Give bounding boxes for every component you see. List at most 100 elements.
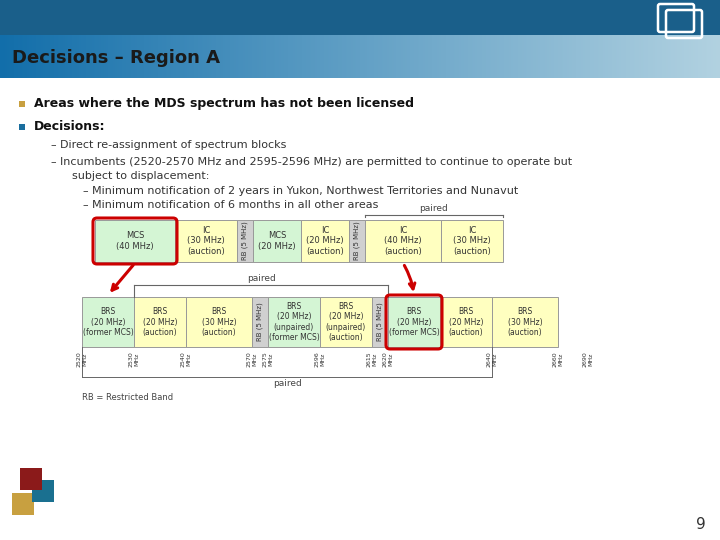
Bar <box>565 35 568 78</box>
Bar <box>388 297 440 347</box>
Bar <box>701 35 703 78</box>
Bar <box>130 35 132 78</box>
Bar <box>540 35 543 78</box>
Bar <box>452 35 454 78</box>
Bar <box>693 35 696 78</box>
Bar <box>89 35 91 78</box>
Bar <box>338 35 341 78</box>
Bar <box>371 35 374 78</box>
Bar <box>288 35 291 78</box>
Bar <box>229 35 231 78</box>
Bar <box>623 35 626 78</box>
Bar <box>83 35 86 78</box>
Text: subject to displacement:: subject to displacement: <box>72 171 210 181</box>
Bar <box>117 35 120 78</box>
Bar <box>254 35 256 78</box>
Bar <box>468 35 471 78</box>
Bar <box>284 35 287 78</box>
Bar <box>140 35 143 78</box>
Text: paired: paired <box>247 274 275 283</box>
Bar <box>204 35 206 78</box>
Bar <box>166 35 168 78</box>
Bar <box>425 35 428 78</box>
Bar <box>0 35 3 78</box>
Bar <box>58 35 60 78</box>
Bar <box>432 35 435 78</box>
Text: –: – <box>50 140 55 150</box>
Bar <box>313 35 316 78</box>
Bar <box>407 35 410 78</box>
Bar <box>702 35 705 78</box>
Bar <box>238 35 240 78</box>
Bar <box>603 35 606 78</box>
Bar <box>317 35 320 78</box>
Bar <box>690 35 692 78</box>
Bar <box>426 35 429 78</box>
Bar <box>616 35 618 78</box>
Bar <box>688 35 690 78</box>
Bar <box>82 297 134 347</box>
Bar <box>557 35 559 78</box>
Bar <box>210 35 213 78</box>
Bar <box>12 493 34 515</box>
Bar <box>479 35 482 78</box>
Bar <box>450 35 453 78</box>
Bar <box>461 35 464 78</box>
Bar <box>598 35 600 78</box>
Bar <box>202 35 204 78</box>
Bar <box>416 35 418 78</box>
Bar <box>378 35 381 78</box>
Bar <box>522 35 525 78</box>
Bar <box>63 35 66 78</box>
Bar <box>27 35 30 78</box>
Bar <box>714 35 717 78</box>
Bar <box>589 35 591 78</box>
Bar <box>716 35 719 78</box>
Bar <box>43 35 46 78</box>
Text: BRS
(30 MHz)
(auction): BRS (30 MHz) (auction) <box>508 307 542 337</box>
Bar <box>20 35 22 78</box>
Bar <box>644 35 647 78</box>
Bar <box>376 35 379 78</box>
Bar <box>301 220 349 262</box>
Bar <box>258 35 260 78</box>
Bar <box>395 35 397 78</box>
Bar <box>558 35 561 78</box>
Bar <box>359 35 361 78</box>
Bar <box>397 35 400 78</box>
Bar <box>142 35 145 78</box>
Bar <box>261 35 264 78</box>
Text: –: – <box>82 200 88 210</box>
Bar <box>329 35 332 78</box>
Bar <box>455 35 458 78</box>
Bar <box>86 35 89 78</box>
Bar <box>230 35 233 78</box>
Text: BRS
(20 MHz)
(former MCS): BRS (20 MHz) (former MCS) <box>389 307 439 337</box>
Bar <box>121 35 123 78</box>
Bar <box>22 35 24 78</box>
Bar <box>53 35 55 78</box>
Bar <box>440 297 492 347</box>
Bar <box>389 35 392 78</box>
Bar <box>265 35 267 78</box>
Bar <box>294 35 296 78</box>
Bar <box>193 35 195 78</box>
Bar <box>259 35 262 78</box>
Text: 2570
MHz: 2570 MHz <box>246 351 258 367</box>
Bar <box>459 35 462 78</box>
Bar <box>32 480 54 502</box>
Bar <box>544 35 546 78</box>
Text: BRS
(20 MHz)
(auction): BRS (20 MHz) (auction) <box>143 307 177 337</box>
Bar <box>333 35 336 78</box>
Bar <box>488 35 490 78</box>
Bar <box>283 35 285 78</box>
Bar <box>706 35 708 78</box>
Bar <box>423 35 426 78</box>
Bar <box>685 35 688 78</box>
Bar <box>541 35 544 78</box>
Bar <box>144 35 147 78</box>
Bar <box>360 35 363 78</box>
Bar <box>583 35 586 78</box>
Bar <box>335 35 338 78</box>
Bar <box>337 35 339 78</box>
